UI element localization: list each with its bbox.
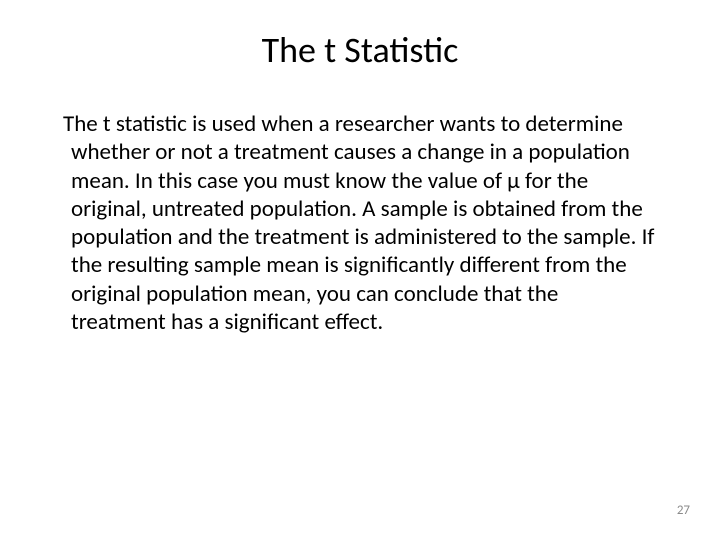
- slide-container: The t Statistic The t statistic is used …: [0, 0, 720, 540]
- page-number: 27: [677, 503, 690, 518]
- slide-title: The t Statistic: [55, 28, 665, 72]
- slide-body-text: The t statistic is used when a researche…: [63, 110, 665, 336]
